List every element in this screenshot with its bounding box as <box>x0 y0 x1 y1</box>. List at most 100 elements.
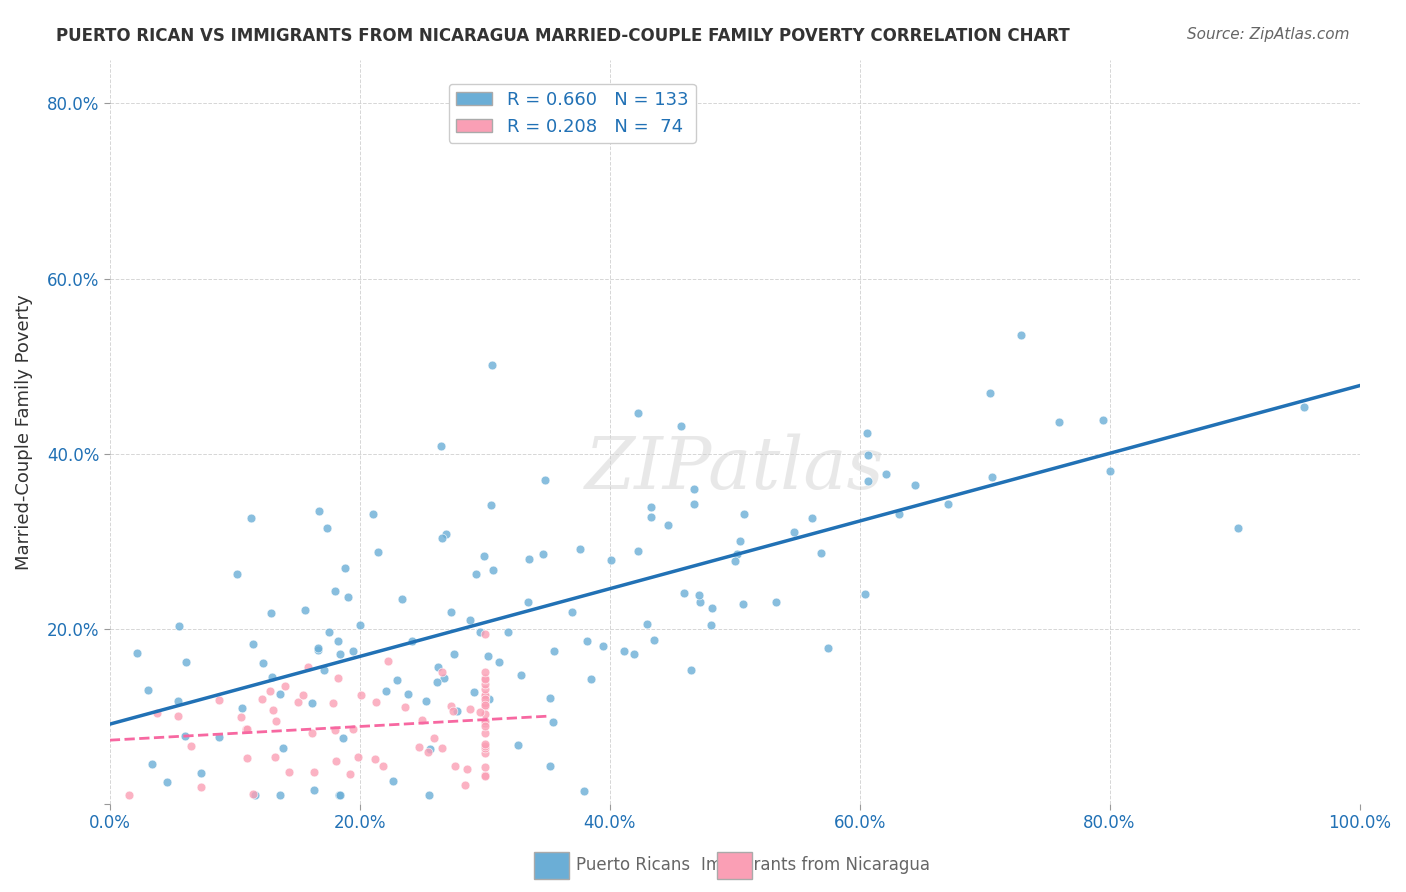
Point <box>347 749 370 764</box>
Point <box>733 507 755 521</box>
Point <box>264 749 287 764</box>
Point <box>419 741 441 756</box>
Point <box>979 386 1001 401</box>
Point <box>640 510 662 524</box>
Point <box>474 740 496 755</box>
Point <box>430 439 453 453</box>
Point <box>446 704 468 718</box>
Point <box>572 784 595 798</box>
Point <box>1010 328 1032 343</box>
Point <box>262 703 284 717</box>
Point <box>138 683 160 698</box>
Point <box>672 586 695 600</box>
Point <box>465 566 488 581</box>
Point <box>174 655 197 669</box>
Point <box>509 668 531 682</box>
Point <box>627 406 650 420</box>
Point <box>474 689 496 703</box>
Point <box>271 741 294 756</box>
Point <box>474 698 496 713</box>
Point <box>683 482 706 496</box>
Point <box>398 687 420 701</box>
Point <box>235 751 257 765</box>
Point <box>307 641 329 656</box>
Point <box>817 640 839 655</box>
Point <box>725 547 748 561</box>
Point <box>430 531 453 545</box>
Point <box>342 644 364 658</box>
Point <box>433 671 456 685</box>
Point <box>314 663 336 677</box>
Point <box>337 590 360 604</box>
Point <box>541 714 564 729</box>
Point <box>636 617 658 632</box>
Legend: R = 0.660   N = 133, R = 0.208   N =  74: R = 0.660 N = 133, R = 0.208 N = 74 <box>449 84 696 143</box>
Point <box>259 683 281 698</box>
Point <box>474 726 496 740</box>
Point <box>479 498 502 512</box>
Point <box>315 521 337 535</box>
Point <box>474 760 496 774</box>
Point <box>643 632 665 647</box>
Point <box>226 566 249 581</box>
Point <box>613 644 636 658</box>
Point <box>856 475 879 489</box>
Point <box>328 789 350 803</box>
Point <box>474 707 496 722</box>
Point <box>366 695 388 709</box>
Point <box>269 788 291 802</box>
Point <box>328 789 350 803</box>
Point <box>180 739 202 753</box>
Point <box>418 789 440 803</box>
Point <box>783 525 806 540</box>
Point <box>434 527 457 541</box>
Point <box>474 688 496 702</box>
Point <box>329 647 352 661</box>
Point <box>430 665 453 680</box>
Point <box>517 594 540 608</box>
Point <box>242 787 264 801</box>
Point <box>724 554 747 568</box>
Point <box>517 551 540 566</box>
Point <box>538 758 561 772</box>
Point <box>496 624 519 639</box>
Point <box>904 477 927 491</box>
Point <box>322 697 344 711</box>
Point <box>575 634 598 648</box>
Point <box>474 715 496 730</box>
Point <box>506 738 529 752</box>
Point <box>367 545 389 559</box>
Point <box>733 597 755 611</box>
Point <box>332 731 354 746</box>
Point <box>456 762 478 776</box>
Point <box>167 694 190 708</box>
Point <box>301 696 323 710</box>
Point <box>190 765 212 780</box>
Point <box>474 740 496 755</box>
Point <box>190 780 212 794</box>
Point <box>325 755 347 769</box>
Point <box>1092 413 1115 427</box>
Point <box>426 674 449 689</box>
Point <box>145 706 167 720</box>
Point <box>478 692 501 706</box>
Point <box>765 595 787 609</box>
Point <box>423 731 446 746</box>
Point <box>858 448 880 462</box>
Point <box>235 722 257 736</box>
Point <box>243 789 266 803</box>
Point <box>474 767 496 781</box>
Point <box>853 587 876 601</box>
Point <box>118 789 141 803</box>
Point <box>477 649 499 664</box>
Point <box>440 605 463 619</box>
Point <box>443 647 465 661</box>
Point <box>375 683 398 698</box>
Text: Source: ZipAtlas.com: Source: ZipAtlas.com <box>1187 27 1350 42</box>
Point <box>474 682 496 697</box>
Point <box>269 688 291 702</box>
Point <box>538 690 561 705</box>
Point <box>408 739 430 754</box>
Point <box>669 418 692 433</box>
Point <box>472 549 495 563</box>
